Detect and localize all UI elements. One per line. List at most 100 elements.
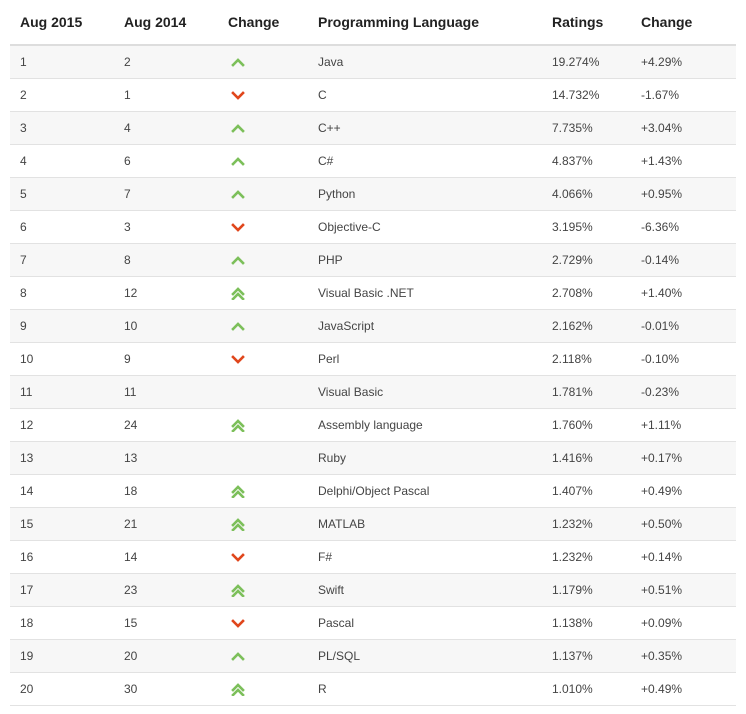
rank-aug-2015: 7 (10, 243, 114, 277)
language-name: Delphi/Object Pascal (308, 474, 542, 508)
rating-value: 2.708% (542, 276, 631, 310)
trend-cell (218, 243, 308, 277)
chevron-down-icon (230, 88, 246, 102)
rating-value: 1.232% (542, 507, 631, 541)
trend-cell (218, 111, 308, 145)
change-value: +0.14% (631, 540, 736, 574)
table-row: 2 1 C 14.732% -1.67% (10, 78, 736, 112)
table-row: 9 10 JavaScript 2.162% -0.01% (10, 309, 736, 343)
language-name: Swift (308, 573, 542, 607)
table-row: 3 4 C++ 7.735% +3.04% (10, 111, 736, 145)
trend-cell (218, 309, 308, 343)
double-chevron-up-icon (230, 682, 246, 696)
language-name: C++ (308, 111, 542, 145)
table-row: 20 30 R 1.010% +0.49% (10, 672, 736, 706)
language-name: PL/SQL (308, 639, 542, 673)
rank-aug-2015: 2 (10, 78, 114, 112)
rank-aug-2014: 18 (114, 474, 218, 508)
rank-aug-2015: 1 (10, 45, 114, 79)
change-value: +0.50% (631, 507, 736, 541)
rank-aug-2015: 11 (10, 375, 114, 409)
table-row: 6 3 Objective-C 3.195% -6.36% (10, 210, 736, 244)
double-chevron-up-icon (230, 517, 246, 531)
change-value: +0.09% (631, 606, 736, 640)
rank-aug-2014: 14 (114, 540, 218, 574)
table-row: 19 20 PL/SQL 1.137% +0.35% (10, 639, 736, 673)
language-name: Assembly language (308, 408, 542, 442)
rating-value: 4.837% (542, 144, 631, 178)
double-chevron-up-icon (230, 484, 246, 498)
trend-cell (218, 507, 308, 541)
change-value: +0.49% (631, 474, 736, 508)
language-name: F# (308, 540, 542, 574)
rank-aug-2014: 3 (114, 210, 218, 244)
change-value: +4.29% (631, 45, 736, 79)
rank-aug-2014: 11 (114, 375, 218, 409)
rating-value: 1.010% (542, 672, 631, 706)
change-value: -0.23% (631, 375, 736, 409)
change-value: +3.04% (631, 111, 736, 145)
table-row: 7 8 PHP 2.729% -0.14% (10, 243, 736, 277)
table-row: 8 12 Visual Basic .NET 2.708% +1.40% (10, 276, 736, 310)
trend-cell (218, 276, 308, 310)
rank-aug-2014: 2 (114, 45, 218, 79)
chevron-down-icon (230, 220, 246, 234)
change-value: +1.43% (631, 144, 736, 178)
change-value: -0.01% (631, 309, 736, 343)
rank-aug-2014: 8 (114, 243, 218, 277)
change-value: -6.36% (631, 210, 736, 244)
chevron-up-icon (230, 121, 246, 135)
rating-value: 1.407% (542, 474, 631, 508)
rank-aug-2014: 21 (114, 507, 218, 541)
change-value: +0.51% (631, 573, 736, 607)
rating-value: 1.138% (542, 606, 631, 640)
change-value: +0.35% (631, 639, 736, 673)
chevron-up-icon (230, 154, 246, 168)
trend-cell (218, 606, 308, 640)
change-value: +0.95% (631, 177, 736, 211)
table-row: 17 23 Swift 1.179% +0.51% (10, 573, 736, 607)
rating-value: 14.732% (542, 78, 631, 112)
language-name: Java (308, 45, 542, 79)
change-value: +0.49% (631, 672, 736, 706)
trend-cell (218, 441, 308, 475)
rank-aug-2015: 3 (10, 111, 114, 145)
change-value: +1.11% (631, 408, 736, 442)
trend-cell (218, 45, 308, 79)
rank-aug-2014: 7 (114, 177, 218, 211)
rank-aug-2015: 15 (10, 507, 114, 541)
rating-value: 7.735% (542, 111, 631, 145)
language-name: C# (308, 144, 542, 178)
language-name: JavaScript (308, 309, 542, 343)
rank-aug-2015: 4 (10, 144, 114, 178)
chevron-up-icon (230, 187, 246, 201)
language-name: PHP (308, 243, 542, 277)
trend-cell (218, 78, 308, 112)
header-aug-2014[interactable]: Aug 2014 (114, 0, 218, 46)
table-row: 11 11 Visual Basic 1.781% -0.23% (10, 375, 736, 409)
language-name: C (308, 78, 542, 112)
header-change-trend[interactable]: Change (218, 0, 308, 46)
header-aug-2015[interactable]: Aug 2015 (10, 0, 114, 46)
rank-aug-2014: 10 (114, 309, 218, 343)
rank-aug-2015: 6 (10, 210, 114, 244)
change-value: +0.17% (631, 441, 736, 475)
rank-aug-2015: 8 (10, 276, 114, 310)
rank-aug-2015: 14 (10, 474, 114, 508)
trend-cell (218, 540, 308, 574)
header-change-percent[interactable]: Change (631, 0, 736, 46)
table-row: 13 13 Ruby 1.416% +0.17% (10, 441, 736, 475)
header-programming-language[interactable]: Programming Language (308, 0, 542, 46)
rank-aug-2014: 24 (114, 408, 218, 442)
table-row: 10 9 Perl 2.118% -0.10% (10, 342, 736, 376)
double-chevron-up-icon (230, 418, 246, 432)
rank-aug-2014: 6 (114, 144, 218, 178)
rating-value: 1.781% (542, 375, 631, 409)
trend-cell (218, 144, 308, 178)
chevron-up-icon (230, 253, 246, 267)
header-ratings[interactable]: Ratings (542, 0, 631, 46)
table-row: 15 21 MATLAB 1.232% +0.50% (10, 507, 736, 541)
rank-aug-2014: 4 (114, 111, 218, 145)
rank-aug-2014: 30 (114, 672, 218, 706)
rank-aug-2015: 20 (10, 672, 114, 706)
